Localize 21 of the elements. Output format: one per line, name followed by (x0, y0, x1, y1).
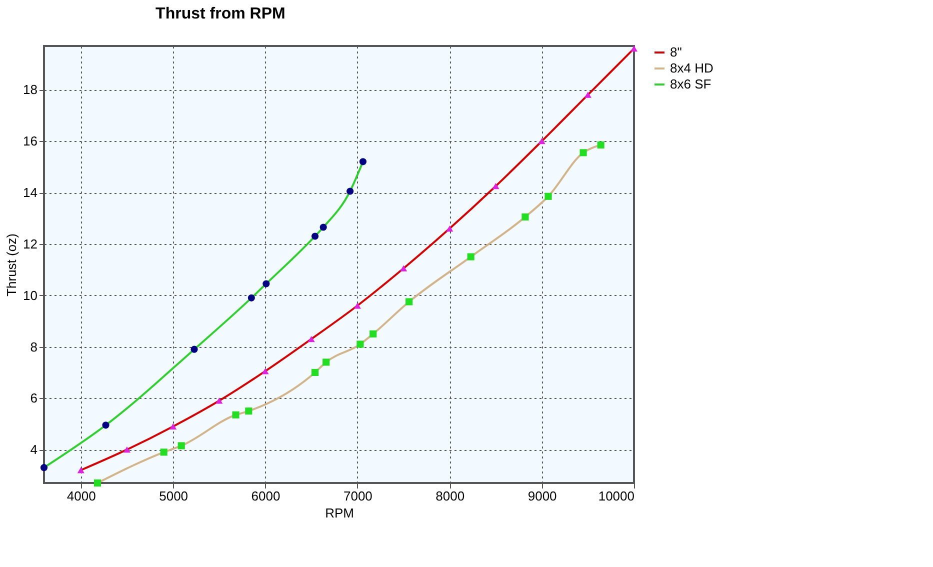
y-tick-label: 8 (30, 339, 38, 354)
x-tick-label: 8000 (436, 488, 465, 504)
legend-label: 8x4 HD (670, 60, 714, 76)
legend-label: 8x6 SF (670, 76, 712, 92)
x-tick-label: 5000 (159, 488, 188, 504)
chart-title: Thrust from RPM (156, 6, 286, 23)
y-tick-label: 18 (23, 82, 38, 98)
legend-label: 8" (670, 44, 682, 60)
x-axis-title: RPM (325, 506, 354, 520)
y-axis-title: Thrust (oz) (4, 234, 20, 296)
x-tick-label: 6000 (251, 488, 280, 504)
y-tick-label: 10 (23, 288, 38, 303)
x-tick-label: 10000 (598, 488, 634, 504)
y-tick-label: 14 (23, 185, 38, 200)
y-tick-label: 12 (23, 236, 38, 252)
x-tick-label: 9000 (528, 488, 557, 504)
x-tick-label: 4000 (66, 488, 96, 504)
y-tick-label: 16 (23, 134, 38, 149)
x-tick-label: 7000 (343, 488, 372, 504)
y-tick-label: 4 (30, 442, 38, 458)
y-tick-label: 6 (30, 390, 38, 406)
